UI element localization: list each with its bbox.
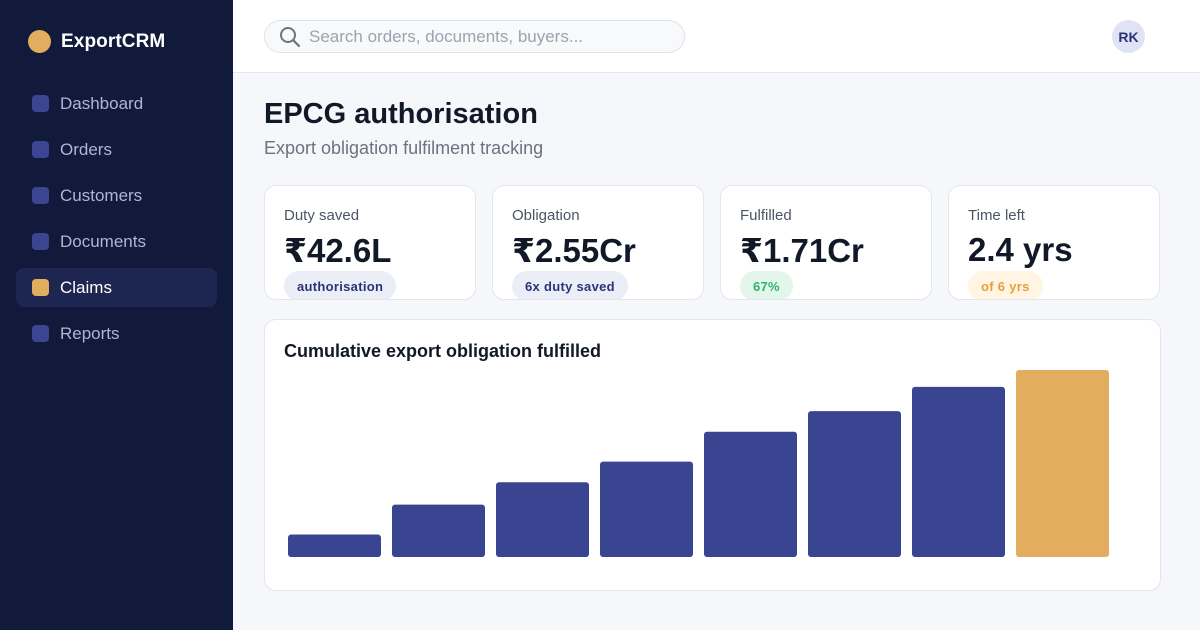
topbar: RK bbox=[233, 0, 1200, 73]
sidebar-item-label: Reports bbox=[60, 323, 120, 343]
sidebar-item-claims[interactable]: Claims bbox=[16, 268, 217, 307]
kpi-value: ₹1.71Cr bbox=[740, 232, 864, 269]
search-box[interactable] bbox=[264, 20, 685, 53]
chart-bar-7[interactable] bbox=[912, 386, 1005, 557]
kpi-value: ₹42.6L bbox=[284, 232, 392, 269]
chart-bar-5[interactable] bbox=[704, 431, 797, 557]
kpi-badge: 67% bbox=[740, 271, 793, 299]
logo-icon bbox=[28, 30, 51, 53]
sidebar: ExportCRM Dashboard Orders Customers Doc… bbox=[0, 0, 233, 630]
sidebar-item-documents[interactable]: Documents bbox=[16, 222, 217, 261]
chart-bar-8[interactable] bbox=[1016, 370, 1109, 557]
documents-icon bbox=[32, 233, 49, 250]
kpi-label: Time left bbox=[968, 207, 1025, 224]
sidebar-item-label: Dashboard bbox=[60, 93, 144, 113]
kpi-label: Duty saved bbox=[284, 207, 360, 224]
dashboard-icon bbox=[32, 95, 49, 112]
chart-bar-4[interactable] bbox=[600, 461, 693, 557]
sidebar-item-reports[interactable]: Reports bbox=[16, 314, 217, 353]
sidebar-item-label: Orders bbox=[60, 139, 112, 159]
reports-icon bbox=[32, 325, 49, 342]
sidebar-nav: Dashboard Orders Customers Documents Cla… bbox=[16, 84, 217, 360]
claims-icon bbox=[32, 279, 49, 296]
sidebar-item-label: Customers bbox=[60, 185, 143, 205]
bar-chart bbox=[288, 370, 1109, 557]
search-input[interactable] bbox=[309, 26, 669, 47]
chart-title: Cumulative export obligation fulfilled bbox=[284, 341, 602, 361]
customers-icon bbox=[32, 187, 49, 204]
kpi-badge: of 6 yrs bbox=[968, 271, 1043, 299]
app-name: ExportCRM bbox=[61, 30, 166, 52]
orders-icon bbox=[32, 141, 49, 158]
avatar[interactable]: RK bbox=[1112, 20, 1145, 53]
search-icon bbox=[280, 26, 301, 47]
kpi-badge: 6x duty saved bbox=[512, 271, 628, 299]
sidebar-item-label: Documents bbox=[60, 231, 146, 251]
kpi-label: Fulfilled bbox=[740, 207, 792, 224]
chart-bar-1[interactable] bbox=[288, 534, 381, 557]
kpi-card-fulfilled: Fulfilled ₹1.71Cr 67% bbox=[720, 185, 932, 300]
chart-bar-3[interactable] bbox=[496, 482, 589, 557]
chart-bar-2[interactable] bbox=[392, 504, 485, 557]
brand[interactable]: ExportCRM bbox=[28, 30, 165, 53]
sidebar-item-dashboard[interactable]: Dashboard bbox=[16, 84, 217, 123]
kpi-label: Obligation bbox=[512, 207, 580, 224]
kpi-badge: authorisation bbox=[284, 271, 397, 299]
sidebar-item-customers[interactable]: Customers bbox=[16, 176, 217, 215]
kpi-card-time-left: Time left 2.4 yrs of 6 yrs bbox=[948, 185, 1160, 300]
sidebar-item-orders[interactable]: Orders bbox=[16, 130, 217, 169]
kpi-value: ₹2.55Cr bbox=[512, 232, 636, 269]
kpi-value: 2.4 yrs bbox=[968, 231, 1073, 268]
chart-bar-6[interactable] bbox=[808, 411, 901, 557]
chart-card: Cumulative export obligation fulfilled bbox=[264, 319, 1161, 591]
kpi-card-duty-saved: Duty saved ₹42.6L authorisation bbox=[264, 185, 476, 300]
sidebar-item-label: Claims bbox=[60, 277, 112, 297]
page-title: EPCG authorisation bbox=[264, 98, 538, 130]
page-subtitle: Export obligation fulfilment tracking bbox=[264, 138, 544, 158]
kpi-card-obligation: Obligation ₹2.55Cr 6x duty saved bbox=[492, 185, 704, 300]
